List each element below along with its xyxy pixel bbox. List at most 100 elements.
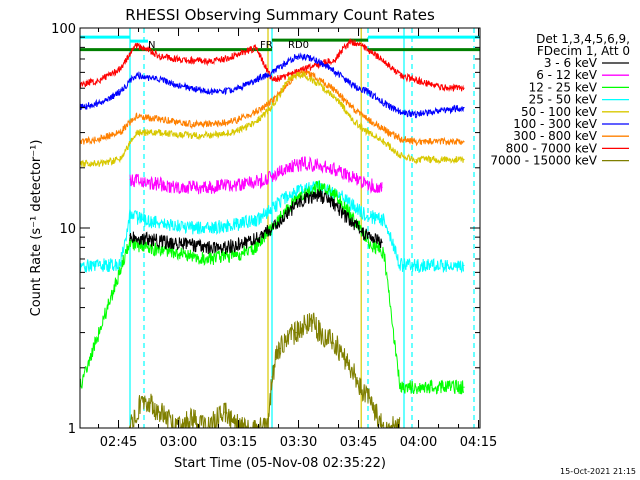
data-point-12-25-kev-13 (319, 186, 321, 188)
data-point-7000-15000-kev-13 (287, 337, 289, 340)
data-point-800-7000-kev-13 (287, 74, 289, 76)
data-point-25-50-kev-8 (207, 227, 209, 229)
data-point-800-7000-kev-8 (207, 60, 209, 63)
data-point-12-25-kev-4 (175, 252, 177, 254)
data-point-300-800-kev-20 (367, 118, 369, 120)
data-point-3-6-kev-16 (381, 241, 383, 243)
data-point-800-7000-kev-12 (271, 79, 273, 81)
data-point-12-25-kev-6 (207, 258, 209, 260)
data-point-6-12-kev-14 (351, 176, 353, 178)
data-point-12-25-kev-20 (431, 386, 433, 388)
data-point-50-100-kev-3 (135, 131, 137, 134)
data-point-800-7000-kev-23 (415, 79, 417, 81)
series-line-7000-15000-kev (128, 312, 401, 428)
data-point-25-50-kev-4 (143, 219, 145, 221)
data-point-25-50-kev-21 (415, 264, 417, 267)
data-point-50-100-kev-25 (447, 158, 449, 161)
data-point-300-800-kev-25 (447, 141, 449, 143)
data-point-300-800-kev-4 (159, 118, 161, 120)
data-point-100-300-kev-19 (351, 84, 353, 86)
data-point-3-6-kev-13 (335, 204, 337, 206)
data-point-3-6-kev-10 (287, 211, 289, 213)
data-point-300-800-kev-26 (463, 141, 465, 143)
data-point-6-12-kev-3 (175, 186, 177, 188)
data-point-300-800-kev-19 (351, 106, 353, 109)
data-point-6-12-kev-1 (143, 181, 145, 183)
legend-label-50-100-kev: 50 - 100 keV (521, 105, 598, 119)
legend-label-100-300-kev: 100 - 300 keV (513, 117, 597, 131)
legend-label-12-25-kev: 12 - 25 keV (529, 80, 598, 94)
annotation-n: N (148, 40, 155, 51)
data-point-25-50-kev-3 (129, 215, 131, 217)
data-point-3-6-kev-7 (239, 243, 241, 245)
data-point-3-6-kev-15 (367, 236, 369, 238)
footer-timestamp: 15-Oct-2021 21:15 (560, 467, 636, 476)
data-point-300-800-kev-16 (319, 79, 321, 81)
data-point-800-7000-kev-6 (175, 58, 177, 60)
data-point-25-50-kev-22 (431, 264, 433, 267)
x-tick-label-02-45: 02:45 (100, 435, 137, 450)
data-point-100-300-kev-16 (319, 62, 321, 64)
data-point-25-50-kev-17 (351, 204, 353, 206)
data-point-12-25-kev-22 (463, 386, 465, 388)
data-point-800-7000-kev-25 (447, 87, 449, 89)
data-point-50-100-kev-24 (431, 158, 433, 161)
data-point-12-25-kev-19 (415, 386, 417, 388)
data-point-300-800-kev-2 (119, 131, 121, 134)
data-point-25-50-kev-24 (463, 264, 465, 267)
data-point-300-800-kev-3 (135, 116, 137, 118)
plot-frame (79, 27, 481, 429)
data-point-25-50-kev-12 (271, 208, 273, 210)
data-point-25-50-kev-11 (255, 219, 257, 221)
series-12-25-kev (80, 180, 465, 395)
data-point-12-25-kev-21 (447, 386, 449, 388)
data-point-50-100-kev-9 (239, 129, 241, 131)
data-point-7000-15000-kev-16 (311, 321, 313, 323)
data-point-25-50-kev-6 (175, 225, 177, 227)
data-point-6-12-kev-2 (159, 183, 161, 186)
data-point-300-800-kev-21 (383, 129, 385, 131)
data-point-12-25-kev-18 (399, 386, 401, 388)
data-point-6-12-kev-5 (207, 186, 209, 188)
data-point-7000-15000-kev-15 (303, 326, 305, 328)
data-point-6-12-kev-6 (223, 185, 225, 187)
data-point-300-800-kev-7 (207, 123, 209, 125)
data-point-12-25-kev-8 (239, 253, 241, 255)
data-point-100-300-kev-7 (207, 91, 209, 93)
data-point-50-100-kev-20 (367, 131, 369, 134)
data-point-50-100-kev-6 (191, 134, 193, 137)
data-point-800-7000-kev-14 (303, 68, 305, 71)
data-point-6-12-kev-4 (191, 186, 193, 188)
data-point-3-6-kev-1 (143, 238, 145, 240)
data-point-300-800-kev-9 (239, 118, 241, 120)
data-point-800-7000-kev-26 (463, 87, 465, 89)
data-point-50-100-kev-10 (255, 121, 257, 123)
annotation-fr: FR (260, 40, 273, 51)
data-point-3-6-kev-5 (207, 246, 209, 248)
data-point-100-300-kev-20 (367, 91, 369, 93)
data-point-800-7000-kev-20 (367, 48, 369, 51)
data-point-800-7000-kev-7 (191, 59, 193, 61)
legend: Det 1,3,4,5,6,9, FDecim 1, Att 0 3 - 6 k… (490, 32, 630, 168)
x-tick-label-04-15: 04:15 (460, 435, 497, 450)
data-point-300-800-kev-15 (311, 74, 313, 76)
data-point-100-300-kev-9 (239, 87, 241, 89)
data-point-7000-15000-kev-2 (159, 411, 161, 413)
data-point-3-6-kev-2 (159, 240, 161, 242)
plot-inner (80, 28, 480, 428)
series-3-6-kev (129, 189, 383, 255)
data-point-800-7000-kev-4 (147, 48, 149, 51)
data-point-12-25-kev-7 (223, 255, 225, 258)
data-point-25-50-kev-5 (159, 223, 161, 225)
data-point-6-12-kev-7 (239, 183, 241, 186)
data-point-300-800-kev-22 (399, 137, 401, 140)
data-point-100-300-kev-17 (327, 66, 329, 68)
data-point-7000-15000-kev-17 (319, 331, 321, 334)
data-point-3-6-kev-0 (129, 234, 131, 236)
data-point-800-7000-kev-18 (351, 41, 353, 43)
series-300-800-kev (80, 69, 465, 147)
data-point-50-100-kev-21 (383, 141, 385, 143)
series-25-50-kev (80, 180, 465, 274)
data-point-25-50-kev-14 (303, 189, 305, 191)
